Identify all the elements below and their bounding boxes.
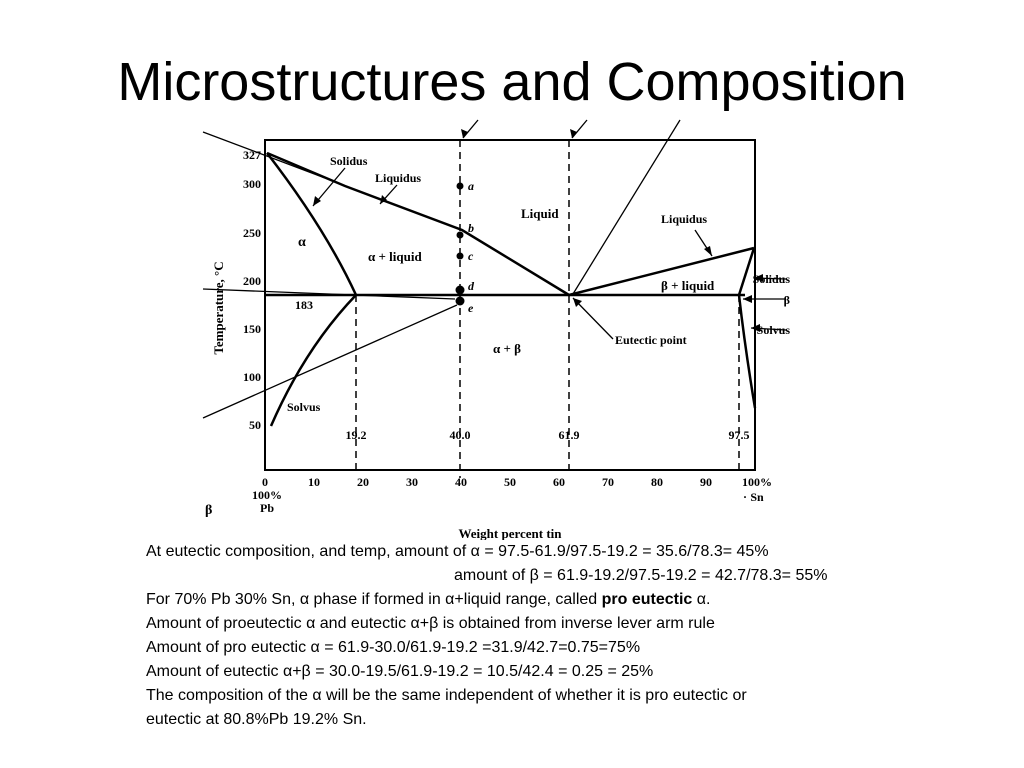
comp-tick-label: 70: [602, 475, 614, 489]
plot-frame: [264, 139, 756, 471]
comp-tick-label: 90: [700, 475, 712, 489]
temp-tick-label: 300: [243, 177, 261, 191]
state-point-d: [455, 285, 465, 295]
point-label-b: b: [468, 221, 474, 235]
note-line-3: For 70% Pb 30% Sn, α phase if formed in …: [146, 588, 926, 612]
solidus-right-curve: [737, 247, 756, 296]
callout-solvus-right: Solvus: [757, 323, 791, 337]
temp-tick-label: 100: [243, 370, 261, 384]
arrowhead-liquidus-left: [380, 195, 387, 204]
note-line-3-post: α.: [692, 591, 711, 608]
left-end-label: 100%: [252, 488, 282, 502]
right-end-element: Sn: [750, 490, 764, 504]
callout-solidus-right: Solidus: [753, 272, 791, 286]
state-point-e: [455, 296, 465, 306]
solidus-left-curve: [266, 152, 358, 296]
marker-label-61-9: 61.9: [559, 428, 580, 442]
eutectic-temp-label: 183: [295, 298, 313, 312]
comp-tick-label: 80: [651, 475, 663, 489]
liquidus-left-curve: [266, 151, 570, 297]
note-line-5: Amount of pro eutectic α = 61.9-30.0/61.…: [146, 639, 641, 656]
arrowhead-eutectic-point: [573, 298, 582, 307]
point-label-d: d: [468, 279, 475, 293]
callout-eutectic-point: Eutectic point: [615, 333, 687, 347]
solvus-right-curve: [737, 294, 757, 409]
region-alpha: α: [298, 235, 306, 250]
arrowhead-liquidus-right: [704, 246, 712, 256]
state-point-a: [456, 182, 464, 190]
note-line-1: At eutectic composition, and temp, amoun…: [146, 543, 769, 560]
arrowhead-solvus-right: [751, 324, 760, 332]
comp-tick-label: 0: [262, 475, 268, 489]
arrowhead-top-40: [461, 129, 468, 138]
temp-tick-label: 50: [249, 418, 261, 432]
leader-eutectic-point: [572, 297, 614, 340]
solvus-left-curve: [269, 294, 357, 427]
comp-tick-label: 60: [553, 475, 565, 489]
note-line-8: eutectic at 80.8%Pb 19.2% Sn.: [146, 711, 367, 728]
comp-tick-label: 100%: [742, 475, 772, 489]
note-line-2: amount of β = 61.9-19.2/97.5-19.2 = 42.7…: [454, 567, 828, 584]
callout-beta: β: [784, 293, 790, 307]
leader-left-solvus: [202, 304, 458, 419]
point-label-c: c: [468, 249, 474, 263]
leader-top-61: [571, 119, 588, 139]
left-end-element: Pb: [260, 501, 274, 515]
leader-left-isotherm: [202, 288, 456, 300]
comp-tick-label: 30: [406, 475, 418, 489]
x-axis-label: Weight percent tin: [458, 526, 562, 540]
comp-tick-label: 40: [455, 475, 467, 489]
slide-title: Microstructures and Composition: [117, 52, 907, 112]
phase-diagram: a b c d e 327 300 250 200 150 100 50 0 1…: [202, 119, 791, 540]
temp-tick-label: 250: [243, 226, 261, 240]
note-line-7: The composition of the α will be the sam…: [146, 687, 747, 704]
callout-solidus-left: Solidus: [330, 154, 368, 168]
arrowhead-top-61: [570, 129, 577, 138]
state-point-c: [456, 252, 464, 260]
note-line-3-pre: For 70% Pb 30% Sn, α phase if formed in …: [146, 591, 602, 608]
comp-tick-label: 10: [308, 475, 320, 489]
comp-tick-label: 50: [504, 475, 516, 489]
comp-tick-label: 20: [357, 475, 369, 489]
y-axis-label: Temperature, °C: [211, 261, 226, 354]
temp-tick-label: 200: [243, 274, 261, 288]
marker-label-97-5: 97.5: [729, 428, 750, 442]
arrowhead-solidus-right: [754, 274, 763, 282]
region-liquid: Liquid: [521, 206, 559, 221]
marker-label-19-2: 19.2: [346, 428, 367, 442]
arrowhead-beta: [743, 295, 752, 303]
point-label-a: a: [468, 179, 474, 193]
state-point-b: [456, 231, 464, 239]
liquidus-right-curve: [568, 246, 755, 297]
corner-beta: β: [205, 503, 212, 518]
region-alpha-liquid: α + liquid: [368, 249, 422, 264]
region-alpha-beta: α + β: [493, 341, 521, 356]
callout-liquidus-right: Liquidus: [661, 212, 707, 226]
region-beta-liquid: β + liquid: [661, 278, 715, 293]
marker-label-40-0: 40.0: [450, 428, 471, 442]
temp-tick-label: 327: [243, 148, 261, 162]
arrowhead-solidus-left: [313, 196, 321, 206]
note-line-4: Amount of proeutectic α and eutectic α+β…: [146, 615, 715, 632]
callout-solvus-left: Solvus: [287, 400, 321, 414]
explanation-text: At eutectic composition, and temp, amoun…: [146, 540, 926, 732]
right-end-dot: ·: [743, 490, 747, 504]
temp-tick-label: 150: [243, 322, 261, 336]
note-line-6: Amount of eutectic α+β = 30.0-19.5/61.9-…: [146, 663, 654, 680]
leader-top-40: [462, 119, 479, 139]
callout-liquidus-left: Liquidus: [375, 171, 421, 185]
point-label-e: e: [468, 301, 474, 315]
note-line-3-bold: pro eutectic: [601, 591, 693, 608]
leader-left-liquidus: [202, 131, 326, 179]
leader-top-right: [572, 119, 681, 295]
